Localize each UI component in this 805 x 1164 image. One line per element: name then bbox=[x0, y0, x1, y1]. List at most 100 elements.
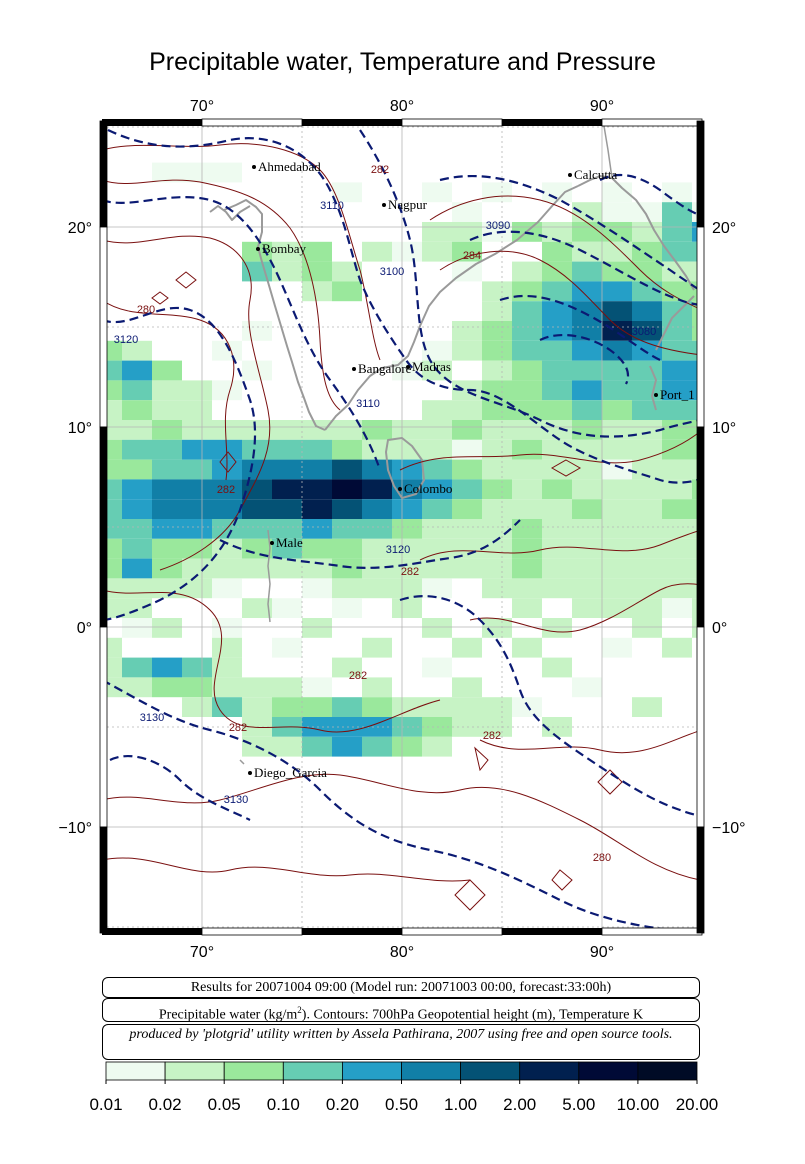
city-label: Male bbox=[276, 535, 303, 550]
contour-label: 282 bbox=[371, 164, 389, 176]
maldives bbox=[267, 529, 271, 623]
colorbar-swatch bbox=[401, 1061, 461, 1081]
contour-label: 3100 bbox=[380, 266, 404, 278]
colorbar-tick-label: 20.00 bbox=[676, 1095, 719, 1114]
contour-label: 3090 bbox=[486, 220, 510, 232]
city-label: Nagpur bbox=[388, 197, 428, 212]
map-frame bbox=[99, 118, 705, 936]
city-dot bbox=[248, 771, 252, 775]
contours-info-box: Precipitable water (kg/m2). Contours: 70… bbox=[102, 998, 700, 1023]
contour-label: 3080 bbox=[632, 326, 656, 338]
lon-tick-bottom: 70° bbox=[190, 944, 214, 961]
results-info-box: Results for 20071004 09:00 (Model run: 2… bbox=[102, 977, 700, 998]
india-east-coast bbox=[324, 185, 579, 431]
contour-labels: 3110 282 3100 3090 284 3080 280 3120 3110 282 3120… bbox=[114, 164, 656, 864]
lon-tick-top: 90° bbox=[590, 98, 614, 115]
colorbar-tick-label: 1.00 bbox=[444, 1095, 477, 1114]
colorbar-tick-label: 0.02 bbox=[149, 1095, 182, 1114]
lat-tick-right: 0° bbox=[712, 620, 727, 637]
colorbar-swatch bbox=[282, 1061, 343, 1081]
city-dot bbox=[256, 247, 260, 251]
bengal-coast bbox=[577, 175, 695, 291]
contour-label: 3110 bbox=[320, 200, 344, 212]
contour-label: 282 bbox=[217, 484, 235, 496]
credit-info-box: produced by 'plotgrid' utility written b… bbox=[102, 1024, 700, 1060]
andaman-dots bbox=[603, 125, 613, 179]
city-dot bbox=[654, 393, 658, 397]
contour-label: 3130 bbox=[140, 712, 164, 724]
contour-label: 280 bbox=[593, 852, 611, 864]
contour-label: 282 bbox=[349, 670, 367, 682]
city-dot bbox=[252, 165, 256, 169]
colorbar-tick-label: 5.00 bbox=[562, 1095, 595, 1114]
map-gridlines bbox=[102, 121, 702, 933]
colorbar-swatch bbox=[341, 1061, 402, 1081]
contour-label: 282 bbox=[229, 722, 247, 734]
city-label: Colombo bbox=[404, 481, 452, 496]
contours-text-post: ). Contours: 700hPa Geopotential height … bbox=[301, 1007, 644, 1023]
city-dot bbox=[568, 173, 572, 177]
city-dot bbox=[352, 367, 356, 371]
lon-tick-bottom: 80° bbox=[390, 944, 414, 961]
colorbar-swatch bbox=[460, 1061, 521, 1081]
contour-label: 284 bbox=[463, 250, 481, 262]
color-scale-bar: 0.01 0.02 0.05 0.10 0.20 0.50 1.00 2.00 5.00 10.0… bbox=[89, 1061, 719, 1114]
contour-label: 3120 bbox=[386, 544, 410, 556]
contours-text-pre: Precipitable water (kg/m bbox=[158, 1007, 298, 1023]
contour-label: 282 bbox=[483, 730, 501, 742]
city-label: Ahmedabad bbox=[258, 159, 321, 174]
lat-tick-left: 20° bbox=[68, 220, 92, 237]
colorbar-tick-label: 0.01 bbox=[89, 1095, 122, 1114]
colorbar-tick-label: 0.10 bbox=[267, 1095, 300, 1114]
sri-lanka bbox=[385, 437, 425, 499]
colorbar-tick-label: 2.00 bbox=[503, 1095, 536, 1114]
city-label: Bangalore bbox=[358, 361, 412, 376]
page-title: Precipitable water, Temperature and Pres… bbox=[149, 48, 656, 76]
city-label: Bombay bbox=[262, 241, 307, 256]
colorbar-tick-label: 0.20 bbox=[326, 1095, 359, 1114]
city-label: Diego_Garcia bbox=[254, 765, 327, 780]
chagos bbox=[239, 759, 245, 765]
credit-text: produced by 'plotgrid' utility written b… bbox=[129, 1027, 673, 1042]
contour-label: 3130 bbox=[224, 794, 248, 806]
lat-tick-right: 20° bbox=[712, 220, 736, 237]
colorbar-swatch bbox=[105, 1061, 166, 1081]
colorbar-tick-label: 0.05 bbox=[208, 1095, 241, 1114]
contours-text-superscript: 2 bbox=[297, 1005, 302, 1015]
india-west-coast bbox=[223, 199, 326, 431]
city-dot bbox=[406, 365, 410, 369]
colorbar-tick-label: 0.50 bbox=[385, 1095, 418, 1114]
lat-tick-left: 10° bbox=[68, 420, 92, 437]
lon-tick-top: 70° bbox=[190, 98, 214, 115]
contour-label: 282 bbox=[401, 566, 419, 578]
colorbar-swatch bbox=[519, 1061, 580, 1081]
contour-label: 280 bbox=[137, 304, 155, 316]
lat-tick-right: −10° bbox=[712, 820, 746, 837]
lon-tick-bottom: 90° bbox=[590, 944, 614, 961]
city-label: Port_1 bbox=[660, 387, 695, 402]
results-text: Results for 20071004 09:00 (Model run: 2… bbox=[190, 980, 612, 995]
colorbar-swatch bbox=[578, 1061, 639, 1081]
city-label: Madras bbox=[412, 359, 451, 374]
gujarat-coast bbox=[209, 205, 251, 221]
colorbar-tick-label: 10.00 bbox=[617, 1095, 660, 1114]
axis-tick-labels: 70° 70° 80° 80° 90° 90° 20° 20° 10° 10° 0° 0° −10° −1… bbox=[58, 98, 745, 961]
city-label: Calcutta bbox=[574, 167, 618, 182]
lat-tick-left: −10° bbox=[58, 820, 92, 837]
height-contours bbox=[102, 129, 702, 933]
coastline bbox=[209, 125, 695, 765]
lat-tick-left: 0° bbox=[77, 620, 92, 637]
colorbar-swatch bbox=[223, 1061, 284, 1081]
precipitable-water-grid bbox=[102, 162, 702, 757]
colorbar-swatch bbox=[637, 1061, 698, 1081]
andaman-islands bbox=[649, 365, 657, 411]
contour-label: 3120 bbox=[114, 334, 138, 346]
contour-label: 3110 bbox=[356, 398, 380, 410]
lon-tick-top: 80° bbox=[390, 98, 414, 115]
lat-tick-right: 10° bbox=[712, 420, 736, 437]
city-dot bbox=[398, 487, 402, 491]
city-dot bbox=[382, 203, 386, 207]
city-dot bbox=[270, 541, 274, 545]
